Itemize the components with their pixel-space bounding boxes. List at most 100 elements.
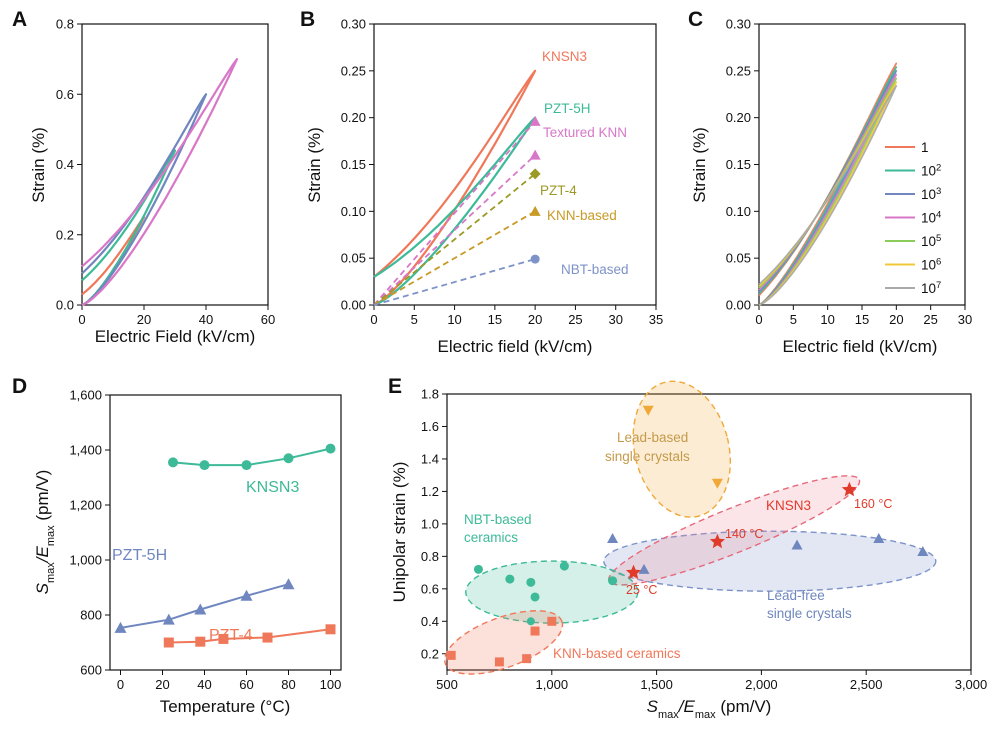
point-KNN-based ceramics [530, 626, 540, 636]
y-label-sub: max [45, 562, 57, 583]
y-tick-label: 0.6 [56, 87, 74, 102]
panel-b: B 0 5 10 15 20 25 30 35 0.00 0.05 0.10 0.15 0.20 0.25 0… [300, 8, 663, 356]
y-tick-label: 1.6 [421, 419, 439, 434]
y-tick-label: 600 [80, 663, 102, 678]
point-Lead-free single crystals [791, 539, 803, 550]
point-PZT-4 [195, 636, 206, 647]
y-tick-label: 0.0 [56, 298, 74, 313]
y-label-s: S [33, 582, 52, 594]
y-tick-label: 0.2 [421, 646, 439, 661]
point-KNSN3 [325, 443, 336, 454]
label-knsn3: KNSN3 [542, 49, 587, 64]
legend-exponent: 7 [936, 280, 941, 291]
label-nbt-based: NBT-based [561, 262, 629, 277]
x-label-unit: (pm/V) [716, 697, 772, 716]
x-tick-label: 15 [488, 312, 502, 327]
label-pzt4: PZT-4 [209, 627, 253, 644]
x-tick-label: 15 [855, 312, 869, 327]
y-axis-label: Strain (%) [305, 127, 324, 203]
y-tick-label: 1,000 [69, 553, 102, 568]
y-tick-label: 1,400 [69, 443, 102, 458]
legend-base: 10 [921, 281, 936, 296]
label-nbt-based: NBT-based [464, 512, 532, 527]
label-single-crystals: single crystals [605, 449, 690, 464]
point-KNSN3 [168, 457, 178, 468]
point-KNSN3 [241, 460, 252, 471]
x-tick-label: 80 [281, 677, 295, 692]
marker-NBT-based [530, 254, 540, 264]
label-knsn3: KNSN3 [246, 479, 299, 496]
x-tick-label: 10 [820, 312, 834, 327]
y-tick-label: 1.0 [421, 516, 439, 531]
panel-c: C0 5 10 15 20 25 300.000.050.100.150.200.250.3… [688, 8, 972, 356]
label-single-crystals-2: single crystals [767, 606, 852, 621]
region-knsn3 [608, 475, 861, 586]
x-tick-label: 20 [137, 312, 151, 327]
point-KNSN3 [283, 453, 294, 464]
legend-exponent: 5 [936, 233, 941, 244]
point-Lead-based single crystals [642, 405, 654, 416]
panel-d: D 0 20 40 60 80 100 600 800 1,000 1,200 1,400 1,600 K… [12, 375, 342, 716]
legend-label-10^3: 103 [921, 186, 941, 203]
label-25c: 25 °C [626, 583, 657, 597]
region-lead-based-single-crystals [632, 380, 732, 518]
legend-base: 10 [921, 187, 936, 202]
point-Lead-free single crystals [607, 532, 619, 543]
y-tick-label: 1.4 [421, 451, 439, 466]
strain-loop-loop-50kV [81, 58, 239, 307]
x-tick-label: 10 [447, 312, 461, 327]
label-knsn3: KNSN3 [766, 498, 811, 513]
x-tick-label: 0 [755, 312, 762, 327]
x-tick-label: 2,000 [745, 677, 778, 692]
legend-base: 10 [921, 164, 936, 179]
point-PZT-5H [162, 613, 175, 625]
legend-base: 10 [921, 234, 936, 249]
x-tick-label: 35 [649, 312, 663, 327]
dashed-line-PZT-4 [373, 173, 536, 306]
point-NBT-based ceramics [473, 564, 483, 574]
marker-PZT-4 [529, 168, 541, 180]
x-tick-label: 1,500 [640, 677, 673, 692]
x-tick-label: 60 [239, 677, 253, 692]
y-tick-label: 0.00 [341, 298, 366, 313]
x-tick-label: 25 [923, 312, 937, 327]
panel-label-e: E [388, 375, 402, 398]
point-PZT-5H [194, 603, 207, 615]
legend-base: 10 [921, 211, 936, 226]
label-160c: 160 °C [854, 497, 892, 511]
x-tick-label: 100 [320, 677, 342, 692]
panel-e: E 500 1,000 1,500 2,000 2,500 3,000 0.2 0.4 0.6 0.… [388, 375, 988, 721]
strain-loop-loop-20kV [81, 216, 146, 307]
point-Lead-based single crystals [711, 478, 723, 489]
y-axis-label: Strain (%) [29, 127, 48, 203]
y-tick-label: 0.6 [421, 581, 439, 596]
point-KNN-based ceramics [494, 657, 504, 667]
x-tick-label: 20 [528, 312, 542, 327]
legend-label-10^7: 107 [921, 280, 941, 297]
x-tick-label: 2,500 [850, 677, 883, 692]
point-NBT-based ceramics [559, 561, 569, 571]
y-tick-label: 1.2 [421, 484, 439, 499]
x-tick-label: 1,000 [536, 677, 569, 692]
label-ceramics: ceramics [464, 530, 518, 545]
strain-loop-loop-40kV [81, 93, 208, 307]
y-tick-label: 0.30 [341, 17, 366, 32]
x-tick-label: 0 [370, 312, 377, 327]
x-tick-label: 40 [197, 677, 211, 692]
point-NBT-based ceramics [608, 576, 618, 586]
x-tick-label: 20 [889, 312, 903, 327]
region-lead-free-single-crystals [603, 530, 937, 592]
x-label-sub: max [658, 709, 679, 721]
y-label-e: /E [33, 546, 52, 564]
point-Lead-free single crystals [917, 545, 929, 556]
marker-KNN-based [529, 205, 541, 216]
y-tick-label: 0.25 [726, 63, 751, 78]
x-tick-label: 3,000 [955, 677, 988, 692]
panel-label-d: D [12, 375, 27, 398]
dashed-line-NBT-based [373, 258, 536, 306]
x-tick-label: 5 [790, 312, 797, 327]
y-axis-label: Strain (%) [690, 127, 709, 203]
strain-loop-loop-30kV [81, 149, 177, 306]
point-NBT-based ceramics [526, 577, 536, 587]
y-tick-label: 1,600 [69, 388, 102, 403]
